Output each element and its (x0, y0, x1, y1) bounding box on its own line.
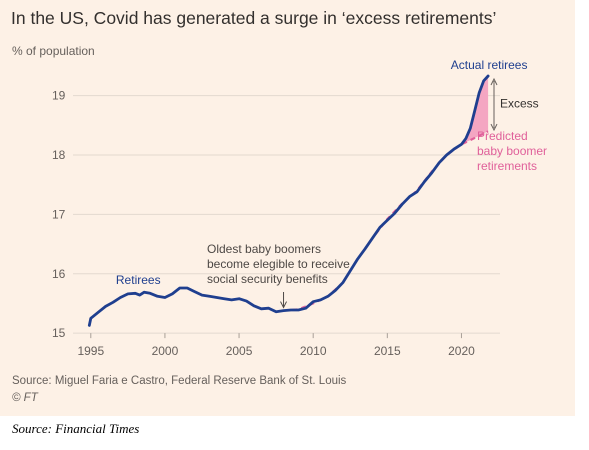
copyright-note: © FT (12, 392, 38, 404)
y-tick-label: 15 (52, 326, 66, 340)
predicted-label-line: retirements (477, 159, 537, 173)
y-tick-label: 17 (52, 207, 66, 221)
predicted-label-line: baby boomer (477, 144, 547, 158)
predicted-label-line: Predicted (477, 129, 528, 143)
x-tick-label: 2005 (226, 344, 253, 358)
x-tick-label: 2010 (300, 344, 327, 358)
x-tick-label: 2015 (374, 344, 401, 358)
x-tick-label: 1995 (77, 344, 104, 358)
y-tick-label: 19 (52, 89, 66, 103)
y-tick-labels: 15 16 17 18 19 (52, 89, 66, 341)
gridlines (73, 95, 500, 334)
y-tick-label: 18 (52, 148, 66, 162)
y-tick-label: 16 (52, 267, 66, 281)
actual-retirees-label: Actual retirees (451, 58, 528, 72)
boomers-note-line: social security benefits (207, 272, 328, 286)
chart-panel (0, 0, 575, 416)
x-tick-label: 2020 (448, 344, 475, 358)
source-note: Source: Miguel Faria e Castro, Federal R… (12, 375, 347, 387)
excess-label: Excess (500, 96, 539, 110)
boomers-arrow-head (280, 301, 287, 309)
image-caption: Source: Financial Times (12, 421, 140, 436)
boomers-note-line: Oldest baby boomers (207, 242, 321, 256)
boomers-note-line: become elegible to receive (207, 257, 350, 271)
retirees-label: Retirees (116, 273, 161, 287)
excess-arrow-head-down (490, 123, 498, 132)
x-tick-labels: 1995 2000 2005 2010 2015 2020 (77, 333, 475, 358)
chart-title: In the US, Covid has generated a surge i… (11, 8, 497, 28)
excess-area (461, 76, 489, 145)
excess-arrow-head-up (490, 77, 498, 86)
y-axis-unit-label: % of population (12, 44, 95, 58)
series-line-actual (87, 74, 490, 327)
x-tick-label: 2000 (152, 344, 179, 358)
